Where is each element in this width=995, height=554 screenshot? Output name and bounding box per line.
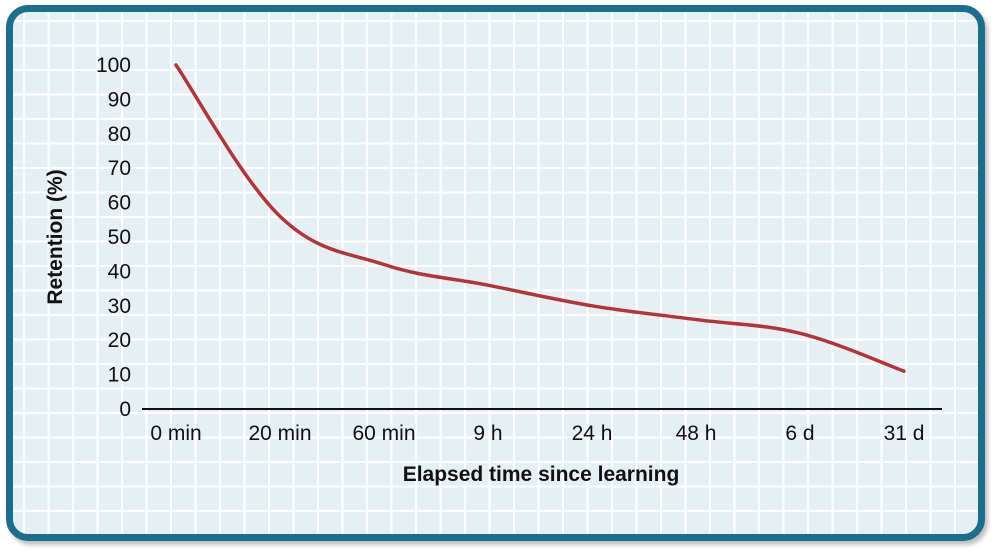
chart-frame <box>6 5 985 541</box>
data-point-60-min <box>382 263 386 267</box>
data-point-24-h <box>590 304 594 308</box>
y-tick-label: 50 <box>108 226 131 249</box>
x-tick-label: 0 min <box>150 422 201 445</box>
y-tick-label: 90 <box>108 88 131 111</box>
y-tick-label: 70 <box>108 157 131 180</box>
x-tick-label: 20 min <box>248 422 311 445</box>
x-axis-ticks: 0 min 20 min 60 min 9 h 24 h 48 h 6 d 31 d <box>150 422 924 445</box>
data-points <box>174 63 906 373</box>
x-tick-label: 48 h <box>676 422 717 445</box>
data-point-6-d <box>798 331 802 335</box>
data-point-0-min <box>174 63 178 67</box>
data-point-20-min <box>278 214 282 218</box>
data-point-9-h <box>486 283 490 287</box>
x-tick-label: 9 h <box>473 422 502 445</box>
data-point-48-h <box>694 318 698 322</box>
y-tick-label: 60 <box>108 192 131 215</box>
x-axis-title: Elapsed time since learning <box>403 463 680 486</box>
data-point-31-d <box>902 369 906 373</box>
y-tick-label: 80 <box>108 123 131 146</box>
x-tick-label: 6 d <box>785 422 814 445</box>
y-tick-label: 100 <box>96 54 131 77</box>
x-tick-label: 31 d <box>884 422 925 445</box>
y-tick-label: 30 <box>108 295 131 318</box>
series-line <box>174 63 906 373</box>
y-axis-ticks: 0 10 20 30 40 50 60 70 80 90 100 <box>96 54 131 421</box>
y-axis-title: Retention (%) <box>44 169 67 304</box>
y-tick-label: 20 <box>108 329 131 352</box>
y-tick-label: 40 <box>108 260 131 283</box>
x-tick-label: 24 h <box>572 422 613 445</box>
y-tick-label: 0 <box>119 398 131 421</box>
x-tick-label: 60 min <box>352 422 415 445</box>
y-tick-label: 10 <box>108 364 131 387</box>
